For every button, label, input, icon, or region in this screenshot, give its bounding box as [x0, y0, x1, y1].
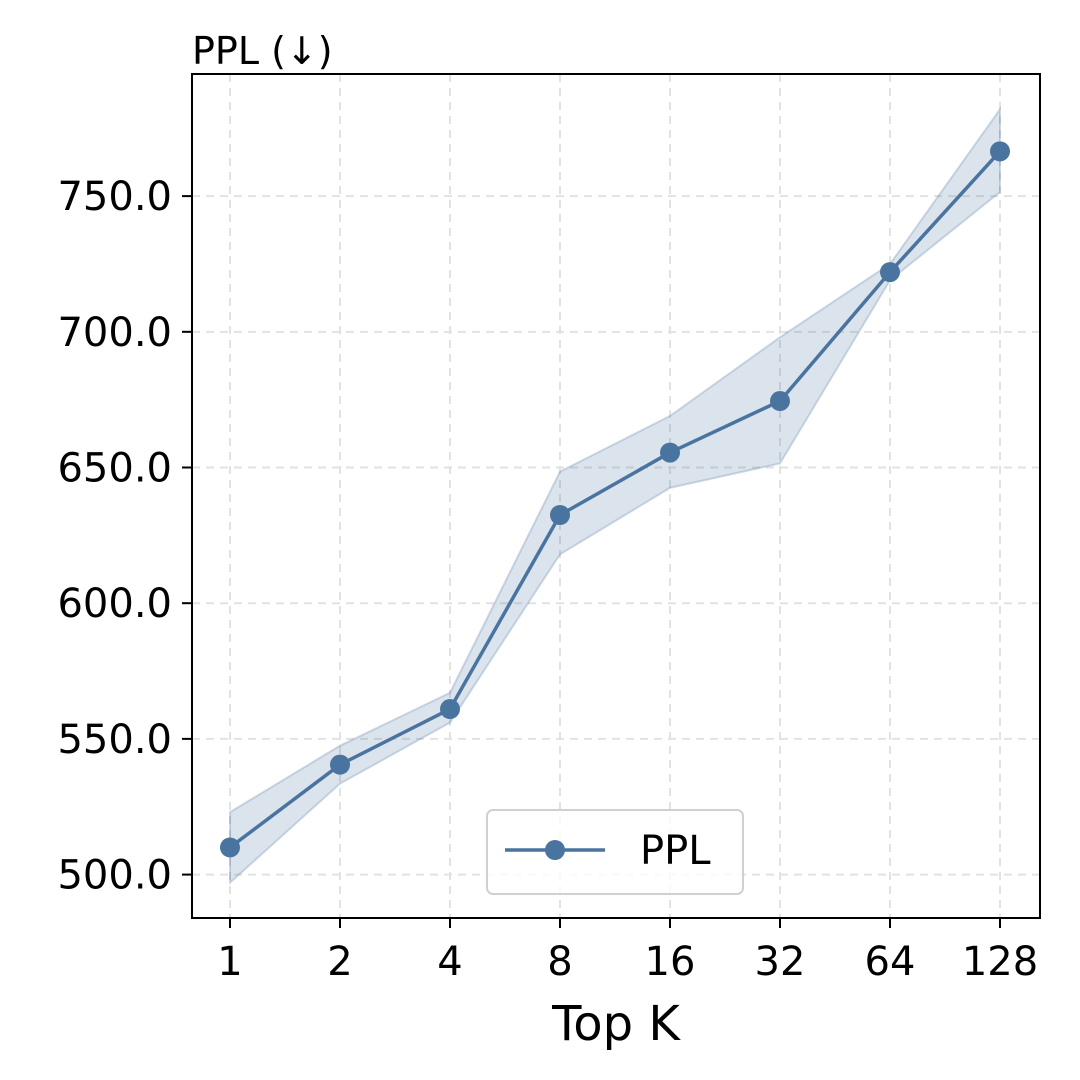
- y-tick-layer: 500.0 550.0 600.0 650.0 700.0 750.0: [57, 174, 192, 899]
- legend-box: [486, 809, 744, 895]
- y-tick-label: 550.0: [57, 717, 172, 763]
- series-line: [228, 150, 1002, 849]
- data-point: [330, 754, 350, 775]
- plot-frame: [191, 73, 1041, 919]
- data-point: [990, 141, 1010, 162]
- x-tick-layer: 1 2 4 8 16 32 64 128: [217, 918, 1038, 985]
- x-tick-label: 32: [755, 939, 806, 985]
- x-tick-label: 128: [962, 939, 1038, 985]
- x-tick-label: 2: [327, 939, 352, 985]
- x-tick-label: 4: [437, 939, 462, 985]
- data-point: [550, 504, 570, 525]
- x-axis-title: Top K: [551, 996, 681, 1052]
- line-layer: [228, 150, 1002, 849]
- y-tick-label: 650.0: [57, 446, 172, 492]
- chart-title: PPL (↓): [192, 29, 333, 73]
- x-tick-label: 1: [217, 939, 242, 985]
- x-tick-label: 8: [547, 939, 572, 985]
- grid-layer: [192, 74, 1040, 918]
- y-tick-label: 500.0: [57, 853, 172, 899]
- y-tick-label: 700.0: [57, 310, 172, 356]
- y-tick-label: 600.0: [57, 581, 172, 627]
- y-tick-label: 750.0: [57, 174, 172, 220]
- band-layer: [229, 106, 1001, 885]
- legend-label-ppl: PPL: [640, 828, 711, 874]
- data-point: [440, 699, 460, 720]
- confidence-band: [229, 106, 1001, 885]
- data-point: [880, 262, 900, 283]
- legend: PPL: [486, 809, 744, 895]
- x-tick-label: 64: [865, 939, 916, 985]
- data-point: [220, 837, 240, 858]
- legend-marker-swatch: [545, 840, 565, 860]
- data-point: [770, 391, 790, 412]
- x-tick-label: 16: [645, 939, 696, 985]
- data-point: [660, 442, 680, 463]
- marker-layer: [220, 141, 1010, 858]
